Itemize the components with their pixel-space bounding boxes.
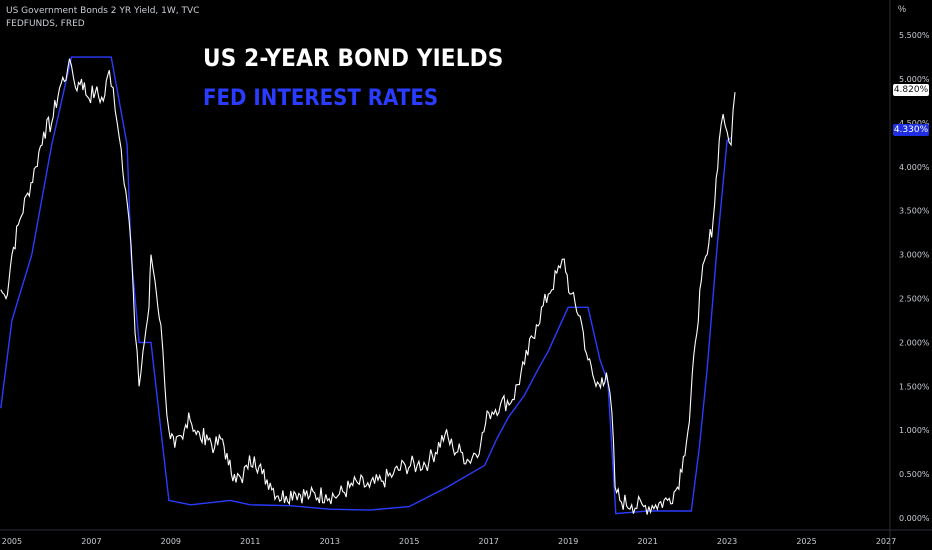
y-tick-label: 1.000%	[899, 426, 930, 435]
x-tick-label: 2013	[320, 537, 340, 546]
x-tick-label: 2019	[558, 537, 578, 546]
axis-unit: %	[898, 4, 907, 14]
y-tick-label: 5.500%	[899, 31, 930, 40]
y-tick-label: 0.500%	[899, 470, 930, 479]
legend-series-2[interactable]: FEDFUNDS, FRED	[6, 19, 85, 29]
x-tick-label: 2009	[161, 537, 181, 546]
y-tick-label: 4.000%	[899, 163, 930, 172]
chart-title-yields: US 2-YEAR BOND YIELDS	[203, 44, 504, 72]
y-tick-label: 2.000%	[899, 338, 930, 347]
x-tick-label: 2015	[399, 537, 419, 546]
y-tick-label: 1.500%	[899, 382, 930, 391]
x-tick-label: 2005	[2, 537, 22, 546]
yield-last-value-badge: 4.820%	[893, 84, 929, 96]
two-year-yield-line	[0, 58, 736, 515]
y-tick-label: 3.500%	[899, 207, 930, 216]
y-tick-label: 3.000%	[899, 251, 930, 260]
x-tick-label: 2025	[796, 537, 816, 546]
chart-title-fed: FED INTEREST RATES	[203, 86, 439, 111]
fed-last-value-badge: 4.330%	[893, 124, 929, 136]
y-tick-label: 2.500%	[899, 294, 930, 303]
x-tick-label: 2027	[876, 537, 896, 546]
legend-series-1[interactable]: US Government Bonds 2 YR Yield, 1W, TVC	[6, 6, 200, 16]
y-tick-label: 0.000%	[899, 514, 930, 523]
x-tick-label: 2007	[81, 537, 101, 546]
x-tick-label: 2011	[240, 537, 260, 546]
x-axis-ticks: 2005 2007 2009 2011 2013 2015 2017 2019 2021 2023…	[2, 537, 896, 546]
fed-funds-line	[0, 56, 732, 515]
y-tick-label: 5.000%	[899, 75, 930, 84]
y-tick-label: 4.500%	[899, 119, 930, 128]
x-tick-label: 2021	[637, 537, 657, 546]
x-tick-label: 2023	[717, 537, 737, 546]
x-tick-label: 2017	[479, 537, 499, 546]
y-axis-ticks: 0.000% 0.500% 1.000% 1.500% 2.000% 2.500% 3.00…	[899, 31, 930, 523]
